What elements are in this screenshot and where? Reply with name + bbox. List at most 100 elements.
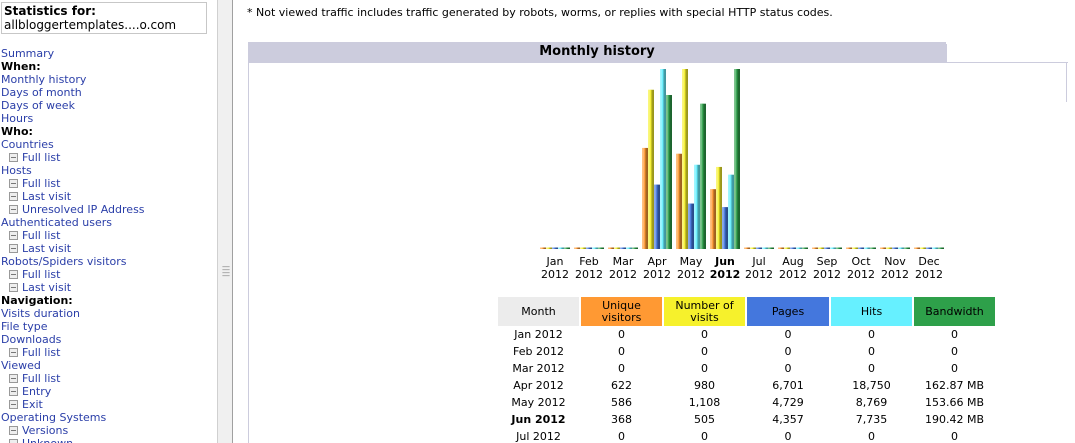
menu-item-exit[interactable]: Exit <box>1 398 215 411</box>
cell-ht: 8,769 <box>855 396 888 409</box>
list-bullet-icon <box>9 192 18 201</box>
list-bullet-icon <box>9 439 18 443</box>
list-bullet-icon <box>9 270 18 279</box>
cell-uv: 0 <box>618 328 625 341</box>
cell-ht: 0 <box>868 345 875 358</box>
bar-shade <box>892 247 898 249</box>
menu-item-summary[interactable]: Summary <box>1 47 215 60</box>
menu-item-label: Robots/Spiders visitors <box>1 255 127 268</box>
menu-item-authenticated-users[interactable]: Authenticated users <box>1 216 215 229</box>
cell-nv: 0 <box>701 430 708 443</box>
menu-item-label: Unresolved IP Address <box>22 203 145 216</box>
cell-month: Mar 2012 <box>512 362 565 375</box>
bar-shade <box>920 247 926 249</box>
cell-nv: 0 <box>701 345 708 358</box>
month-label: 2012 <box>881 268 909 281</box>
menu-item-hosts[interactable]: Hosts <box>1 164 215 177</box>
menu-item-label: Entry <box>22 385 52 398</box>
menu-item-label: Full list <box>22 229 61 242</box>
month-label: Oct <box>851 255 871 268</box>
sidebar-menu: Summary When: Monthly history Days of month… <box>1 47 215 443</box>
table-body: Jan 2012 0 0 0 0 0 Feb 2012 0 0 0 0 0 Mar 2012 0 0 0 0 0 A… <box>498 326 995 443</box>
cell-pg: 0 <box>784 430 792 443</box>
bar-shade <box>858 247 864 249</box>
bar-shade <box>632 247 638 249</box>
bar-shade <box>846 247 852 249</box>
month-label: 2012 <box>847 268 875 281</box>
menu-item-full-list[interactable]: Full list <box>1 151 215 164</box>
menu-heading-navigation: Navigation: <box>1 294 215 307</box>
menu-item-label: Full list <box>22 372 61 385</box>
menu-item-entry[interactable]: Entry <box>1 385 215 398</box>
table-row: Mar 2012 0 0 0 0 0 <box>498 360 995 377</box>
menu-item-robots-spiders-visitors[interactable]: Robots/Spiders visitors <box>1 255 215 268</box>
bar-shade <box>784 247 790 249</box>
menu-item-visits-duration[interactable]: Visits duration <box>1 307 215 320</box>
list-bullet-icon <box>9 244 18 253</box>
month-label: 2012 <box>779 268 807 281</box>
menu-item-monthly-history[interactable]: Monthly history <box>1 73 215 86</box>
menu-item-full-list[interactable]: Full list <box>1 229 215 242</box>
frame-splitter[interactable]: — — — — <box>217 0 233 443</box>
bar-shade <box>676 153 682 249</box>
menu-item-unknown[interactable]: Unknown <box>1 437 215 443</box>
menu-item-unresolved-ip-address[interactable]: Unresolved IP Address <box>1 203 215 216</box>
menu-item-label: Full list <box>22 268 61 281</box>
cell-bw: 0 <box>951 362 958 375</box>
bar-shade <box>700 103 706 250</box>
month-label: 2012 <box>677 268 705 281</box>
cell-nv: 0 <box>701 362 708 375</box>
cell-nv: 0 <box>701 328 708 341</box>
menu-item-downloads[interactable]: Downloads <box>1 333 215 346</box>
menu-item-label: Last visit <box>22 242 72 255</box>
month-label: Apr <box>647 255 667 268</box>
cell-month: Feb 2012 <box>513 345 564 358</box>
bar-shade <box>938 247 944 249</box>
month-label: 2012 <box>710 268 741 281</box>
bar-shade <box>546 247 552 249</box>
menu-item-operating-systems[interactable]: Operating Systems <box>1 411 215 424</box>
menu-item-last-visit[interactable]: Last visit <box>1 242 215 255</box>
bar-shade <box>744 247 750 249</box>
table-row: May 2012 586 1,108 4,729 8,769 153.66 MB <box>498 394 995 411</box>
menu-item-countries[interactable]: Countries <box>1 138 215 151</box>
list-bullet-icon <box>9 283 18 292</box>
cell-uv: 0 <box>618 345 625 358</box>
menu-item-full-list[interactable]: Full list <box>1 372 215 385</box>
menu-item-full-list[interactable]: Full list <box>1 177 215 190</box>
bar-shade <box>926 247 932 249</box>
menu-item-last-visit[interactable]: Last visit <box>1 190 215 203</box>
menu-item-days-of-month[interactable]: Days of month <box>1 86 215 99</box>
splitter-grip-icon[interactable]: — — — — <box>222 262 230 280</box>
menu-item-label: Full list <box>22 151 61 164</box>
list-bullet-icon <box>9 205 18 214</box>
list-bullet-icon <box>9 231 18 240</box>
menu-item-viewed[interactable]: Viewed <box>1 359 215 372</box>
menu-item-file-type[interactable]: File type <box>1 320 215 333</box>
menu-item-label: When: <box>1 60 41 73</box>
cell-uv: 368 <box>611 413 632 426</box>
menu-item-last-visit[interactable]: Last visit <box>1 281 215 294</box>
bar-shade <box>552 247 558 249</box>
bar-shade <box>750 247 756 249</box>
bar-shade <box>734 69 740 249</box>
menu-item-full-list[interactable]: Full list <box>1 268 215 281</box>
bar-shade <box>654 184 660 249</box>
cell-ht: 7,735 <box>855 413 888 426</box>
cell-pg: 4,729 <box>772 396 804 409</box>
cell-uv: 0 <box>618 430 625 443</box>
menu-item-hours[interactable]: Hours <box>1 112 215 125</box>
menu-item-versions[interactable]: Versions <box>1 424 215 437</box>
cell-uv: 586 <box>611 396 632 409</box>
bar-shade <box>722 207 728 249</box>
month-label: 2012 <box>915 268 943 281</box>
table-row: Jun 2012 368 505 4,357 7,735 190.42 MB <box>498 411 995 428</box>
cell-bw: 0 <box>951 328 958 341</box>
menu-item-label: Last visit <box>22 281 72 294</box>
header-pages: Pages <box>747 297 829 326</box>
menu-item-days-of-week[interactable]: Days of week <box>1 99 215 112</box>
menu-item-label: Navigation: <box>1 294 73 307</box>
menu-item-full-list[interactable]: Full list <box>1 346 215 359</box>
cell-ht: 18,750 <box>852 379 891 392</box>
statistics-for-box: Statistics for: allbloggertemplates....o… <box>1 2 207 34</box>
